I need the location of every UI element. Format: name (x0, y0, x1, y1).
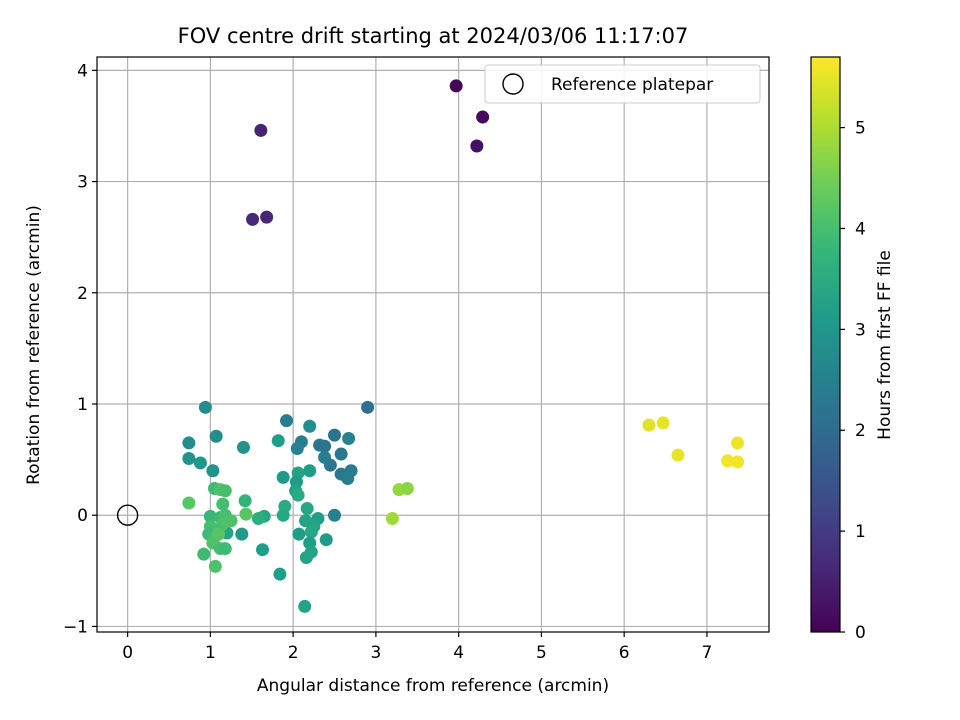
data-point (400, 482, 414, 496)
x-tick-label: 1 (205, 643, 216, 663)
data-point (385, 512, 399, 526)
data-point (334, 447, 348, 461)
data-point (319, 533, 333, 547)
data-point (656, 416, 670, 430)
data-point (361, 400, 375, 414)
colorbar-label: Hours from first FF file (875, 250, 895, 440)
legend: Reference platepar (484, 64, 761, 104)
data-point (197, 547, 211, 561)
colorbar: 0 1 2 3 4 5 Hours from first FF file (810, 56, 895, 643)
x-axis-ticks: 0 1 2 3 4 5 6 7 (122, 632, 712, 663)
data-point (239, 507, 253, 521)
data-point (238, 494, 252, 508)
data-point (642, 418, 656, 432)
data-point (193, 456, 207, 470)
data-point (203, 509, 217, 523)
x-axis-label: Angular distance from reference (arcmin) (257, 676, 609, 696)
legend-entry: Reference platepar (551, 75, 713, 95)
x-tick-label: 2 (288, 643, 299, 663)
colorbar-tick-label: 2 (855, 421, 866, 441)
plot-frame (96, 56, 770, 633)
colorbar-frame (810, 56, 841, 633)
data-point (246, 212, 260, 226)
colorbar-ticks: 0 1 2 3 4 5 (840, 119, 866, 643)
chart-title: FOV centre drift starting at 2024/03/06 … (178, 24, 689, 48)
data-point (318, 439, 332, 453)
data-point (216, 497, 230, 511)
data-point (218, 484, 232, 498)
y-axis-ticks: −1 0 1 2 3 4 (63, 61, 97, 637)
data-point (251, 512, 265, 526)
data-point (328, 508, 342, 522)
data-point (182, 436, 196, 450)
data-point (323, 458, 337, 472)
data-point (291, 488, 305, 502)
y-tick-label: 0 (77, 506, 88, 526)
data-point (209, 429, 223, 443)
data-point (449, 79, 463, 93)
x-tick-label: 0 (122, 643, 133, 663)
legend-box (484, 64, 761, 104)
y-tick-label: 4 (77, 61, 88, 81)
data-point (276, 470, 290, 484)
data-point (254, 123, 268, 137)
data-point (290, 441, 304, 455)
reference-point (116, 504, 139, 526)
data-point (236, 440, 250, 454)
data-point (731, 455, 745, 469)
data-point (342, 431, 356, 445)
data-point (476, 110, 490, 124)
colorbar-tick-label: 4 (855, 219, 866, 239)
data-point (328, 428, 342, 442)
scatter-points (182, 79, 745, 613)
data-point (341, 472, 355, 486)
data-point (276, 508, 290, 522)
data-point (182, 496, 196, 510)
data-point (280, 414, 294, 428)
data-point (470, 139, 484, 153)
data-point (182, 451, 196, 465)
data-point (298, 599, 312, 613)
data-point (273, 567, 287, 581)
legend-marker (502, 73, 524, 95)
data-point (206, 464, 220, 478)
data-point (300, 502, 314, 516)
data-point (256, 543, 270, 557)
data-point (721, 454, 735, 468)
data-point (731, 436, 745, 450)
data-point (235, 527, 249, 541)
data-point (304, 525, 318, 539)
data-point (292, 527, 306, 541)
colorbar-tick-label: 3 (855, 320, 866, 340)
data-point (208, 559, 222, 573)
y-tick-label: −1 (63, 617, 88, 637)
data-point (198, 400, 212, 414)
y-tick-label: 3 (77, 173, 88, 193)
x-tick-label: 5 (536, 643, 547, 663)
colorbar-tick-label: 5 (855, 119, 866, 139)
x-tick-label: 4 (453, 643, 464, 663)
y-tick-label: 1 (77, 395, 88, 415)
x-tick-label: 3 (370, 643, 381, 663)
data-point (299, 550, 313, 564)
y-axis-label: Rotation from reference (arcmin) (24, 205, 44, 485)
data-point (671, 448, 685, 462)
colorbar-gradient (811, 57, 840, 632)
data-point (271, 434, 285, 448)
x-tick-label: 6 (619, 643, 630, 663)
colorbar-tick-label: 0 (855, 623, 866, 643)
data-point (303, 419, 317, 433)
y-tick-label: 2 (77, 284, 88, 304)
data-point (260, 210, 274, 224)
colorbar-tick-label: 1 (855, 522, 866, 542)
data-point (218, 542, 232, 556)
x-tick-label: 7 (702, 643, 713, 663)
grid (97, 57, 769, 632)
data-point (303, 464, 317, 478)
